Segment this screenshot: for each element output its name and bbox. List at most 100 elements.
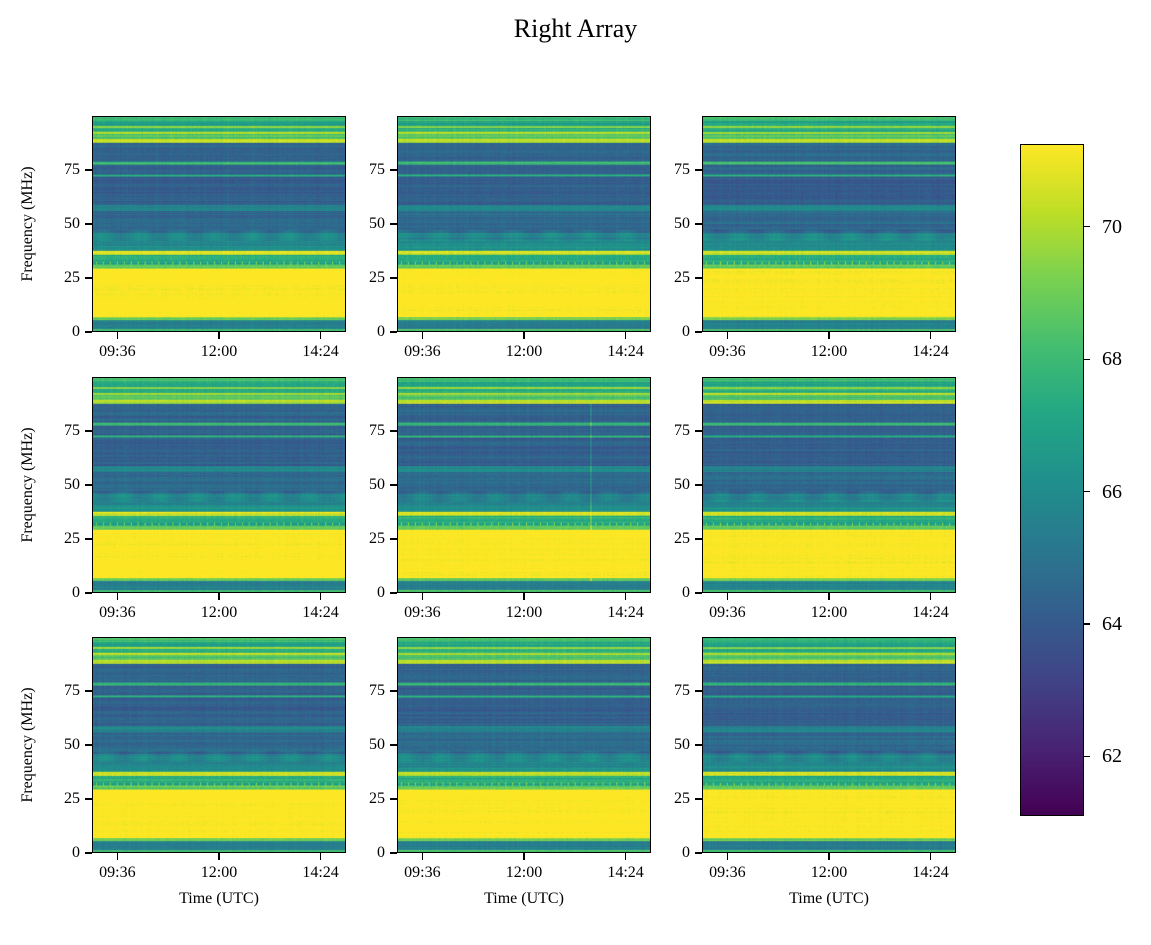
x-tick-label: 09:36 (404, 343, 441, 360)
y-tick-label: 50 (64, 476, 80, 493)
y-tick (85, 223, 92, 225)
y-tick-label: 0 (682, 584, 690, 601)
y-tick-label: 50 (369, 215, 385, 232)
y-tick-label: 0 (377, 844, 385, 861)
x-tick-label: 12:00 (810, 864, 848, 881)
y-tick-label: 75 (674, 161, 690, 178)
x-tick-label: 12:00 (200, 864, 238, 881)
x-tick (625, 853, 627, 860)
y-tick-label: 75 (369, 161, 385, 178)
x-tick (828, 332, 830, 339)
y-tick-label: 0 (377, 323, 385, 340)
x-axis-title: Time (UTC) (179, 890, 259, 907)
spectrogram-panel-r0-c1 (397, 116, 651, 332)
x-tick (523, 593, 525, 600)
y-tick-label: 25 (369, 530, 385, 547)
x-tick (726, 332, 729, 339)
y-tick-label: 50 (674, 476, 690, 493)
y-tick (695, 277, 702, 279)
colorbar-tick-label: 66 (1102, 480, 1122, 503)
x-tick-label: 09:36 (709, 864, 746, 881)
spectrogram-image (93, 378, 345, 592)
spectrogram-panel-r0-c0 (92, 116, 346, 332)
y-tick-label: 50 (64, 215, 80, 232)
x-tick (523, 853, 525, 860)
y-tick (390, 484, 397, 486)
y-tick (390, 690, 397, 692)
x-tick-label: 14:24 (607, 604, 644, 621)
x-tick (421, 332, 424, 339)
figure-title: Right Array (513, 14, 638, 43)
x-tick-label: 14:24 (302, 343, 339, 360)
x-tick-label: 09:36 (99, 343, 136, 360)
x-tick-label: 12:00 (200, 604, 238, 621)
y-tick-label: 0 (377, 584, 385, 601)
y-tick (695, 223, 702, 225)
y-axis-title: Frequency (MHz) (19, 687, 36, 803)
colorbar-tick-label: 70 (1102, 215, 1122, 238)
y-tick-label: 75 (64, 161, 80, 178)
y-tick-label: 0 (72, 584, 80, 601)
y-tick-label: 75 (369, 682, 385, 699)
x-tick (625, 593, 627, 600)
x-tick (320, 332, 322, 339)
x-tick-label: 14:24 (302, 864, 339, 881)
x-tick (828, 593, 830, 600)
y-tick (390, 592, 397, 594)
spectrogram-panel-r1-c0 (92, 377, 346, 593)
y-tick-label: 0 (72, 323, 80, 340)
y-tick (85, 331, 92, 333)
y-tick (695, 592, 702, 594)
x-axis-title: Time (UTC) (484, 890, 564, 907)
spectrogram-panel-r2-c2 (702, 637, 956, 853)
x-tick-label: 09:36 (404, 864, 441, 881)
y-tick-label: 0 (682, 323, 690, 340)
y-tick (695, 744, 702, 746)
y-tick (390, 430, 397, 432)
colorbar-tick (1083, 226, 1090, 228)
spectrogram-panel-r2-c0 (92, 637, 346, 853)
x-tick (421, 593, 424, 600)
x-tick (218, 332, 220, 339)
x-tick (726, 853, 729, 860)
y-tick (390, 798, 397, 800)
colorbar (1020, 144, 1084, 816)
colorbar-tick-label: 64 (1102, 613, 1122, 635)
y-tick-label: 25 (64, 790, 80, 807)
y-tick (85, 169, 92, 171)
colorbar-tick-label: 68 (1102, 348, 1122, 371)
x-tick (930, 593, 932, 600)
colorbar-tick (1083, 755, 1090, 758)
y-tick-label: 25 (674, 530, 690, 547)
y-tick (85, 798, 92, 800)
y-tick (695, 538, 702, 540)
y-tick-label: 50 (674, 736, 690, 753)
x-tick-label: 09:36 (404, 604, 441, 621)
y-tick-label: 50 (369, 736, 385, 753)
spectrogram-panel-r1-c1 (397, 377, 651, 593)
spectrogram-image (703, 638, 955, 852)
y-tick (85, 538, 92, 540)
x-tick-label: 09:36 (99, 864, 136, 881)
y-tick (390, 331, 397, 333)
y-tick-label: 50 (674, 215, 690, 232)
x-tick (930, 332, 932, 339)
x-tick-label: 09:36 (709, 343, 746, 360)
x-tick (523, 332, 525, 339)
y-tick (390, 169, 397, 171)
x-tick-label: 12:00 (505, 604, 543, 621)
y-tick-label: 75 (64, 422, 80, 439)
x-tick (726, 593, 729, 600)
y-tick (390, 223, 397, 225)
y-tick (390, 277, 397, 279)
spectrogram-image (703, 378, 955, 592)
y-tick (85, 277, 92, 279)
y-tick (695, 852, 702, 854)
spectrogram-image (703, 117, 955, 331)
y-tick-label: 25 (369, 790, 385, 807)
x-tick (116, 593, 119, 600)
x-tick (828, 853, 830, 860)
y-tick-label: 25 (674, 269, 690, 286)
y-tick-label: 75 (369, 422, 385, 439)
x-tick-label: 12:00 (505, 343, 543, 360)
